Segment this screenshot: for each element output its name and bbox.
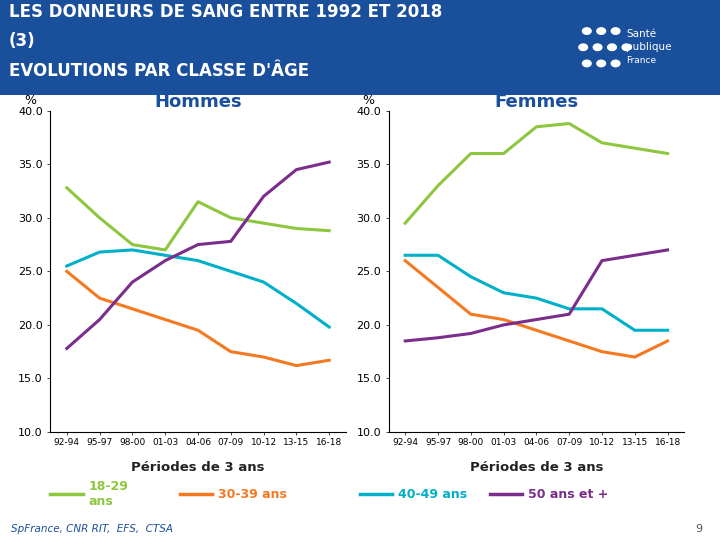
Text: 50 ans et +: 50 ans et + bbox=[528, 488, 608, 501]
Text: ans: ans bbox=[89, 495, 113, 508]
Title: Femmes: Femmes bbox=[495, 92, 578, 111]
Text: 18-29: 18-29 bbox=[89, 480, 128, 493]
Text: %: % bbox=[362, 94, 374, 107]
Text: 30-39 ans: 30-39 ans bbox=[218, 488, 287, 501]
Text: EVOLUTIONS PAR CLASSE D'ÂGE: EVOLUTIONS PAR CLASSE D'ÂGE bbox=[9, 62, 309, 80]
Text: publique: publique bbox=[626, 42, 672, 52]
Text: Périodes de 3 ans: Périodes de 3 ans bbox=[469, 461, 603, 474]
Text: 9: 9 bbox=[695, 523, 702, 534]
Text: France: France bbox=[626, 56, 657, 65]
Text: SpFrance, CNR RIT,  EFS,  CTSA: SpFrance, CNR RIT, EFS, CTSA bbox=[11, 523, 173, 534]
Title: Hommes: Hommes bbox=[154, 92, 242, 111]
Text: LES DONNEURS DE SANG ENTRE 1992 ET 2018: LES DONNEURS DE SANG ENTRE 1992 ET 2018 bbox=[9, 3, 442, 21]
Text: Santé: Santé bbox=[626, 29, 657, 39]
Text: (3): (3) bbox=[9, 32, 35, 50]
Text: 40-49 ans: 40-49 ans bbox=[398, 488, 467, 501]
Text: %: % bbox=[24, 94, 36, 107]
Text: Périodes de 3 ans: Périodes de 3 ans bbox=[131, 461, 265, 474]
